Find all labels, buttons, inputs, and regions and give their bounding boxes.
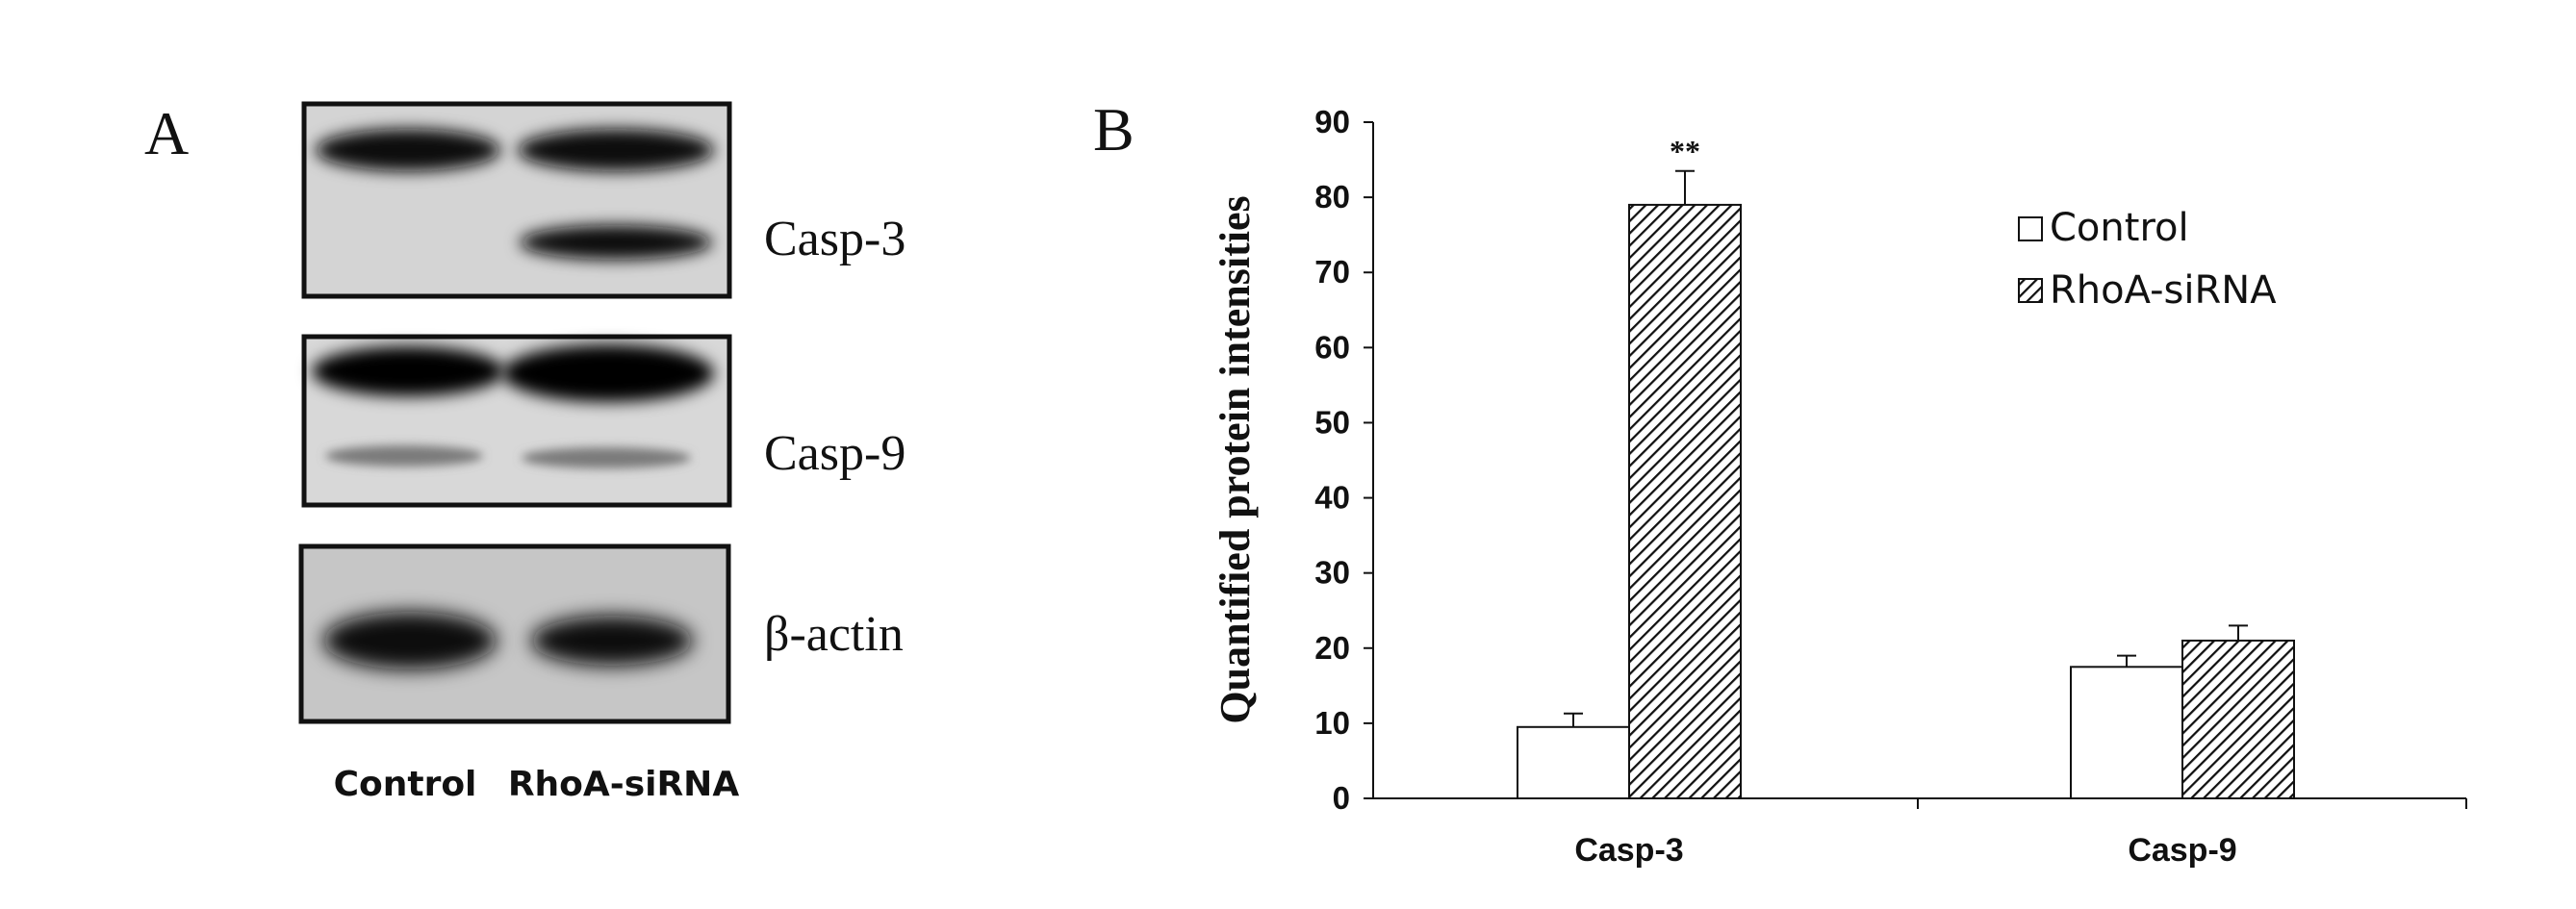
band-casp3-rhoa-upper [518, 129, 714, 171]
y-tick-label-40: 40 [1314, 480, 1350, 516]
panel-b: B 0 10 20 30 40 50 60 70 80 90 Casp-3 Casp-9 ** Qu… [1093, 95, 2467, 869]
bar-casp-3-control [1517, 725, 1630, 799]
y-ticks: 0 10 20 30 40 50 60 70 80 90 [1314, 104, 1373, 816]
y-tick-label-90: 90 [1314, 104, 1350, 139]
bars [1517, 169, 2295, 800]
blot-label-beta-actin: β-actin [764, 607, 904, 662]
band-casp9-rhoa-upper [502, 344, 714, 402]
lane-label-control: Control [334, 765, 477, 804]
legend-swatch-control [2018, 216, 2043, 241]
band-casp9-rhoa-lower [522, 447, 691, 468]
panel-b-letter: B [1093, 95, 1135, 164]
legend-label-rhoa-sirna: RhoA-siRNA [2050, 268, 2277, 313]
legend-item-rhoa-sirna: RhoA-siRNA [2018, 268, 2277, 313]
panel-a-letter: A [144, 99, 189, 167]
y-tick-label-60: 60 [1314, 329, 1350, 365]
legend-label-control: Control [2050, 206, 2189, 250]
blot-label-casp3: Casp-3 [764, 212, 905, 266]
category-labels: Casp-3 Casp-9 [1574, 832, 2236, 869]
y-tick-label-80: 80 [1314, 179, 1350, 215]
legend: Control RhoA-siRNA [2018, 206, 2277, 313]
band-casp3-control-upper [316, 129, 500, 171]
category-label-casp-3: Casp-3 [1574, 832, 1683, 869]
y-tick-label-30: 30 [1314, 555, 1350, 591]
blot-casp3 [301, 101, 732, 299]
legend-swatch-rhoa-sirna [2018, 278, 2043, 303]
band-actin-rhoa [531, 616, 693, 666]
y-tick-label-50: 50 [1314, 404, 1350, 440]
significance-marker-casp-3-rhoa-sirna: ** [1670, 134, 1700, 168]
blot-casp9 [301, 334, 732, 508]
y-tick-label-10: 10 [1314, 705, 1350, 741]
bar-casp-9-rhoa-sirna [2181, 639, 2295, 800]
legend-item-control: Control [2018, 206, 2189, 250]
band-casp3-rhoa-lower [520, 225, 712, 260]
y-tick-label-20: 20 [1314, 630, 1350, 666]
panel-a: A Casp-3 Casp-9 β-actin Control RhoA-siR… [144, 99, 905, 804]
annotations: ** [1670, 134, 1700, 168]
bar-casp-9-control [2070, 666, 2183, 799]
band-actin-control [323, 612, 497, 669]
y-tick-label-0: 0 [1333, 780, 1350, 816]
band-casp9-control-upper [312, 346, 504, 396]
blot-label-casp9: Casp-9 [764, 426, 905, 481]
bar-casp-3-rhoa-sirna [1628, 203, 1742, 799]
y-axis-label: Quantified protein intensities [1211, 195, 1259, 723]
y-tick-label-70: 70 [1314, 254, 1350, 290]
lane-label-rhoa-sirna: RhoA-siRNA [508, 765, 740, 804]
band-casp9-control-lower [325, 445, 483, 467]
bar-chart: 0 10 20 30 40 50 60 70 80 90 Casp-3 Casp-9 ** Quan… [1211, 104, 2467, 869]
category-label-casp-9: Casp-9 [2128, 832, 2236, 869]
blot-beta-actin [298, 543, 731, 724]
